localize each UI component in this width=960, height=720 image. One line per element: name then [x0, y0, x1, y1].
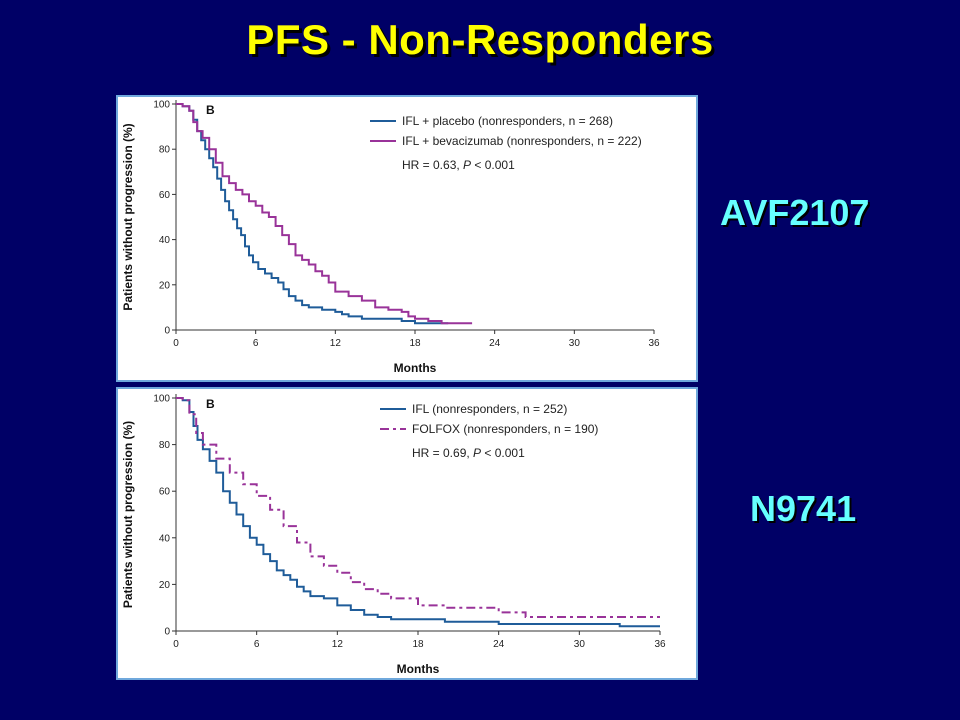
legend-label-1: IFL + placebo (nonresponders, n = 268) — [402, 114, 613, 128]
x-tick-label: 18 — [412, 639, 424, 650]
x-tick-label: 36 — [654, 639, 666, 650]
legend-label-2: IFL + bevacizumab (nonresponders, n = 22… — [402, 134, 642, 148]
y-axis-title: Patients without progression (%) — [121, 123, 135, 310]
slide-title: PFS - Non-Responders — [246, 16, 714, 63]
y-tick-label: 40 — [159, 533, 171, 544]
y-tick-label: 20 — [159, 580, 171, 591]
x-tick-label: 6 — [253, 338, 259, 349]
legend-label-2: FOLFOX (nonresponders, n = 190) — [412, 422, 598, 436]
panel-letter: B — [206, 397, 215, 411]
survival-curve-2 — [176, 103, 473, 325]
x-tick-label: 18 — [409, 338, 421, 349]
km-chart-n9741: 0 20 40 60 80 100 0 6 12 18 24 30 36 Months Patients w… — [121, 394, 666, 677]
x-tick-label: 30 — [574, 639, 586, 650]
trial-label-n9741: N9741 — [750, 488, 857, 529]
survival-curve-1 — [176, 397, 660, 628]
survival-curve-2 — [176, 397, 660, 618]
hazard-ratio-annotation: HR = 0.69, P < 0.001 — [412, 446, 525, 460]
y-tick-label: 80 — [159, 440, 171, 451]
legend-label-1: IFL (nonresponders, n = 252) — [412, 402, 567, 416]
km-chart-panel-n9741: 0 20 40 60 80 100 0 6 12 18 24 30 36 Months Patients w… — [116, 387, 698, 680]
x-tick-label: 30 — [569, 338, 581, 349]
panel-letter: B — [206, 103, 215, 117]
y-tick-label: 60 — [159, 487, 171, 498]
survival-curve-1 — [176, 103, 449, 325]
y-tick-label: 20 — [159, 280, 171, 291]
x-tick-label: 12 — [330, 338, 342, 349]
trial-label-avf2107: AVF2107 — [720, 192, 870, 233]
x-tick-label: 36 — [648, 338, 660, 349]
x-axis-title: Months — [394, 361, 437, 375]
y-tick-label: 0 — [164, 627, 170, 638]
x-tick-label: 0 — [173, 338, 179, 349]
x-tick-label: 12 — [332, 639, 344, 650]
y-axis-title: Patients without progression (%) — [121, 421, 135, 608]
y-tick-label: 80 — [159, 145, 171, 156]
y-tick-label: 40 — [159, 235, 171, 246]
y-tick-label: 60 — [159, 190, 171, 201]
x-tick-label: 6 — [254, 639, 260, 650]
km-chart-panel-avf2107: 0 20 40 60 80 100 0 6 12 18 24 30 36 Months Patients w… — [116, 95, 698, 382]
y-tick-label: 0 — [164, 326, 170, 337]
x-tick-label: 24 — [493, 639, 505, 650]
km-chart-avf2107: 0 20 40 60 80 100 0 6 12 18 24 30 36 Months Patients w… — [121, 100, 660, 376]
x-axis-title: Months — [397, 662, 440, 676]
y-tick-label: 100 — [153, 394, 170, 405]
y-tick-label: 100 — [153, 100, 170, 111]
hazard-ratio-annotation: HR = 0.63, P < 0.001 — [402, 158, 515, 172]
x-tick-label: 0 — [173, 639, 179, 650]
x-tick-label: 24 — [489, 338, 501, 349]
